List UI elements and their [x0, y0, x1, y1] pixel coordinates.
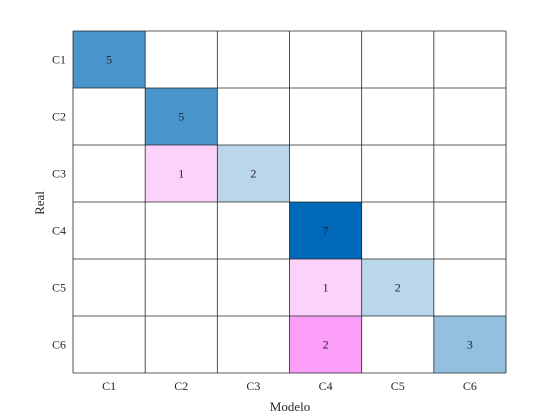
cell-value-label: 2: [250, 167, 256, 181]
y-tick-label: C4: [52, 224, 66, 238]
cell-value-label: 1: [178, 167, 184, 181]
y-tick-label: C2: [52, 110, 66, 124]
heatmap-cell-r5-c4: [289, 259, 362, 316]
heatmap-cell-r5-c5: [361, 259, 434, 316]
y-tick-label: C6: [52, 338, 66, 352]
cell-value-label: 7: [323, 224, 329, 238]
x-tick-label: C4: [319, 379, 333, 393]
y-tick-labels: C1 C2 C3 C4 C5 C6: [52, 53, 66, 352]
y-tick-label: C5: [52, 281, 66, 295]
x-tick-label: C5: [391, 379, 405, 393]
heatmap-cell-r4-c4: [289, 202, 362, 259]
heatmap-cell-r2-c2: [145, 88, 218, 145]
cell-value-label: 1: [323, 281, 329, 295]
x-tick-labels: C1 C2 C3 C4 C5 C6: [102, 379, 477, 393]
cell-value-label: 2: [395, 281, 401, 295]
heatmap-cell-r1-c1: [73, 31, 146, 88]
cell-value-label: 5: [178, 110, 184, 124]
x-axis-label: Modelo: [270, 399, 310, 414]
cell-value-label: 3: [467, 338, 473, 352]
x-tick-label: C2: [174, 379, 188, 393]
x-tick-label: C1: [102, 379, 116, 393]
cell-value-label: 2: [323, 338, 329, 352]
y-tick-label: C1: [52, 53, 66, 67]
y-axis-label: Real: [32, 191, 47, 215]
x-tick-label: C6: [463, 379, 477, 393]
heatmap-cells: 551 271 22 3: [73, 31, 506, 373]
heatmap-cell-r6-c6: [433, 316, 506, 373]
x-tick-label: C3: [246, 379, 260, 393]
heatmap-cell-r3-c3: [217, 145, 290, 202]
heatmap-cell-r3-c2: [145, 145, 218, 202]
cell-value-label: 5: [106, 53, 112, 67]
heatmap-cell-r6-c4: [289, 316, 362, 373]
grid-lines: [72, 30, 507, 374]
y-tick-label: C3: [52, 167, 66, 181]
